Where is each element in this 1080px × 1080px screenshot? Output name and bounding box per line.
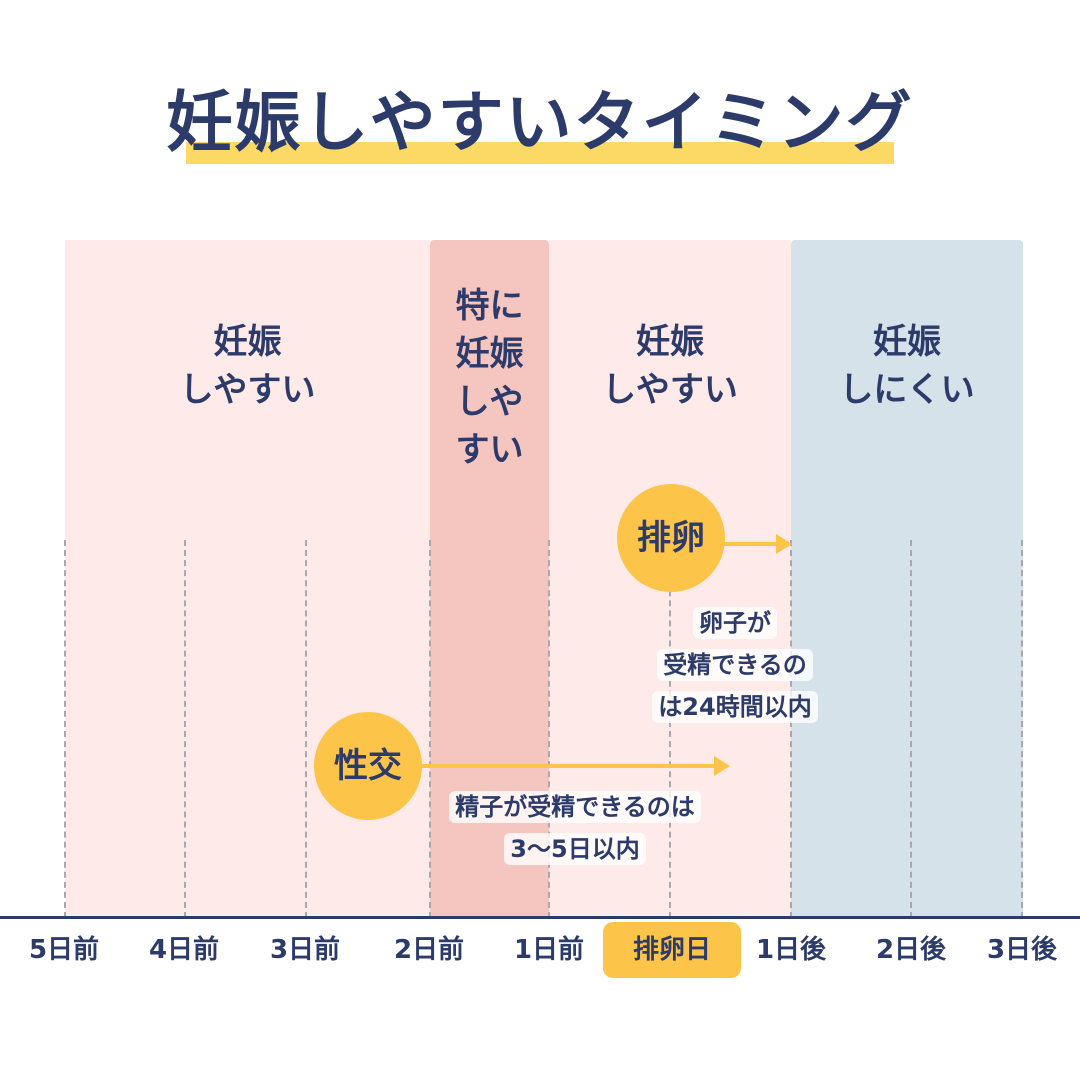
axis-tick-label: 5日前 xyxy=(28,935,100,965)
zone-label-hard: 妊娠 しにくい xyxy=(839,322,975,410)
zone-label-easy-before: 妊娠 しやすい xyxy=(179,322,316,410)
page-title: 妊娠しやすいタイミング xyxy=(166,84,914,161)
gridline xyxy=(305,540,307,918)
zone-hard xyxy=(791,240,1023,918)
ovulation-day-highlight xyxy=(603,922,741,978)
zone-label-easy-after: 妊娠 しやすい xyxy=(602,322,738,410)
ovulation-note: 卵子が 受精できるの は24時間以内 xyxy=(620,602,850,728)
axis-tick-label: 2日後 xyxy=(875,935,947,965)
gridline xyxy=(184,540,186,918)
gridline xyxy=(1021,540,1023,918)
ovulation-arrow-line xyxy=(720,542,778,546)
intercourse-arrow-line xyxy=(418,764,716,768)
zone-label-peak: 特に 妊娠 しや すい xyxy=(455,286,524,470)
intercourse-arrow-head xyxy=(714,756,730,776)
intercourse-note: 精子が受精できるのは 3〜5日以内 xyxy=(405,786,745,870)
title-highlight xyxy=(186,142,894,164)
axis-tick-label: 3日後 xyxy=(986,935,1058,965)
axis-tick-label-ovulation-day: 排卵日 xyxy=(632,935,711,965)
axis-tick-label: 1日前 xyxy=(513,935,585,965)
intercourse-note-text: 精子が受精できるのは 3〜5日以内 xyxy=(449,791,701,865)
ovulation-arrow-head xyxy=(776,534,792,554)
axis-tick-label: 2日前 xyxy=(393,935,465,965)
axis-tick-label: 3日前 xyxy=(269,935,341,965)
intercourse-badge: 性交 xyxy=(314,712,422,820)
axis-tick-label: 1日後 xyxy=(755,935,827,965)
axis-tick-label: 4日前 xyxy=(148,935,220,965)
ovulation-note-text: 卵子が 受精できるの は24時間以内 xyxy=(652,607,818,723)
gridline xyxy=(429,540,431,918)
title-block: 妊娠しやすいタイミング xyxy=(0,78,1080,168)
gridline xyxy=(548,540,550,918)
gridline xyxy=(790,540,792,918)
gridline xyxy=(910,540,912,918)
gridline xyxy=(669,540,671,918)
timeline-axis xyxy=(0,916,1080,919)
gridline xyxy=(64,540,66,918)
ovulation-badge: 排卵 xyxy=(617,484,725,592)
